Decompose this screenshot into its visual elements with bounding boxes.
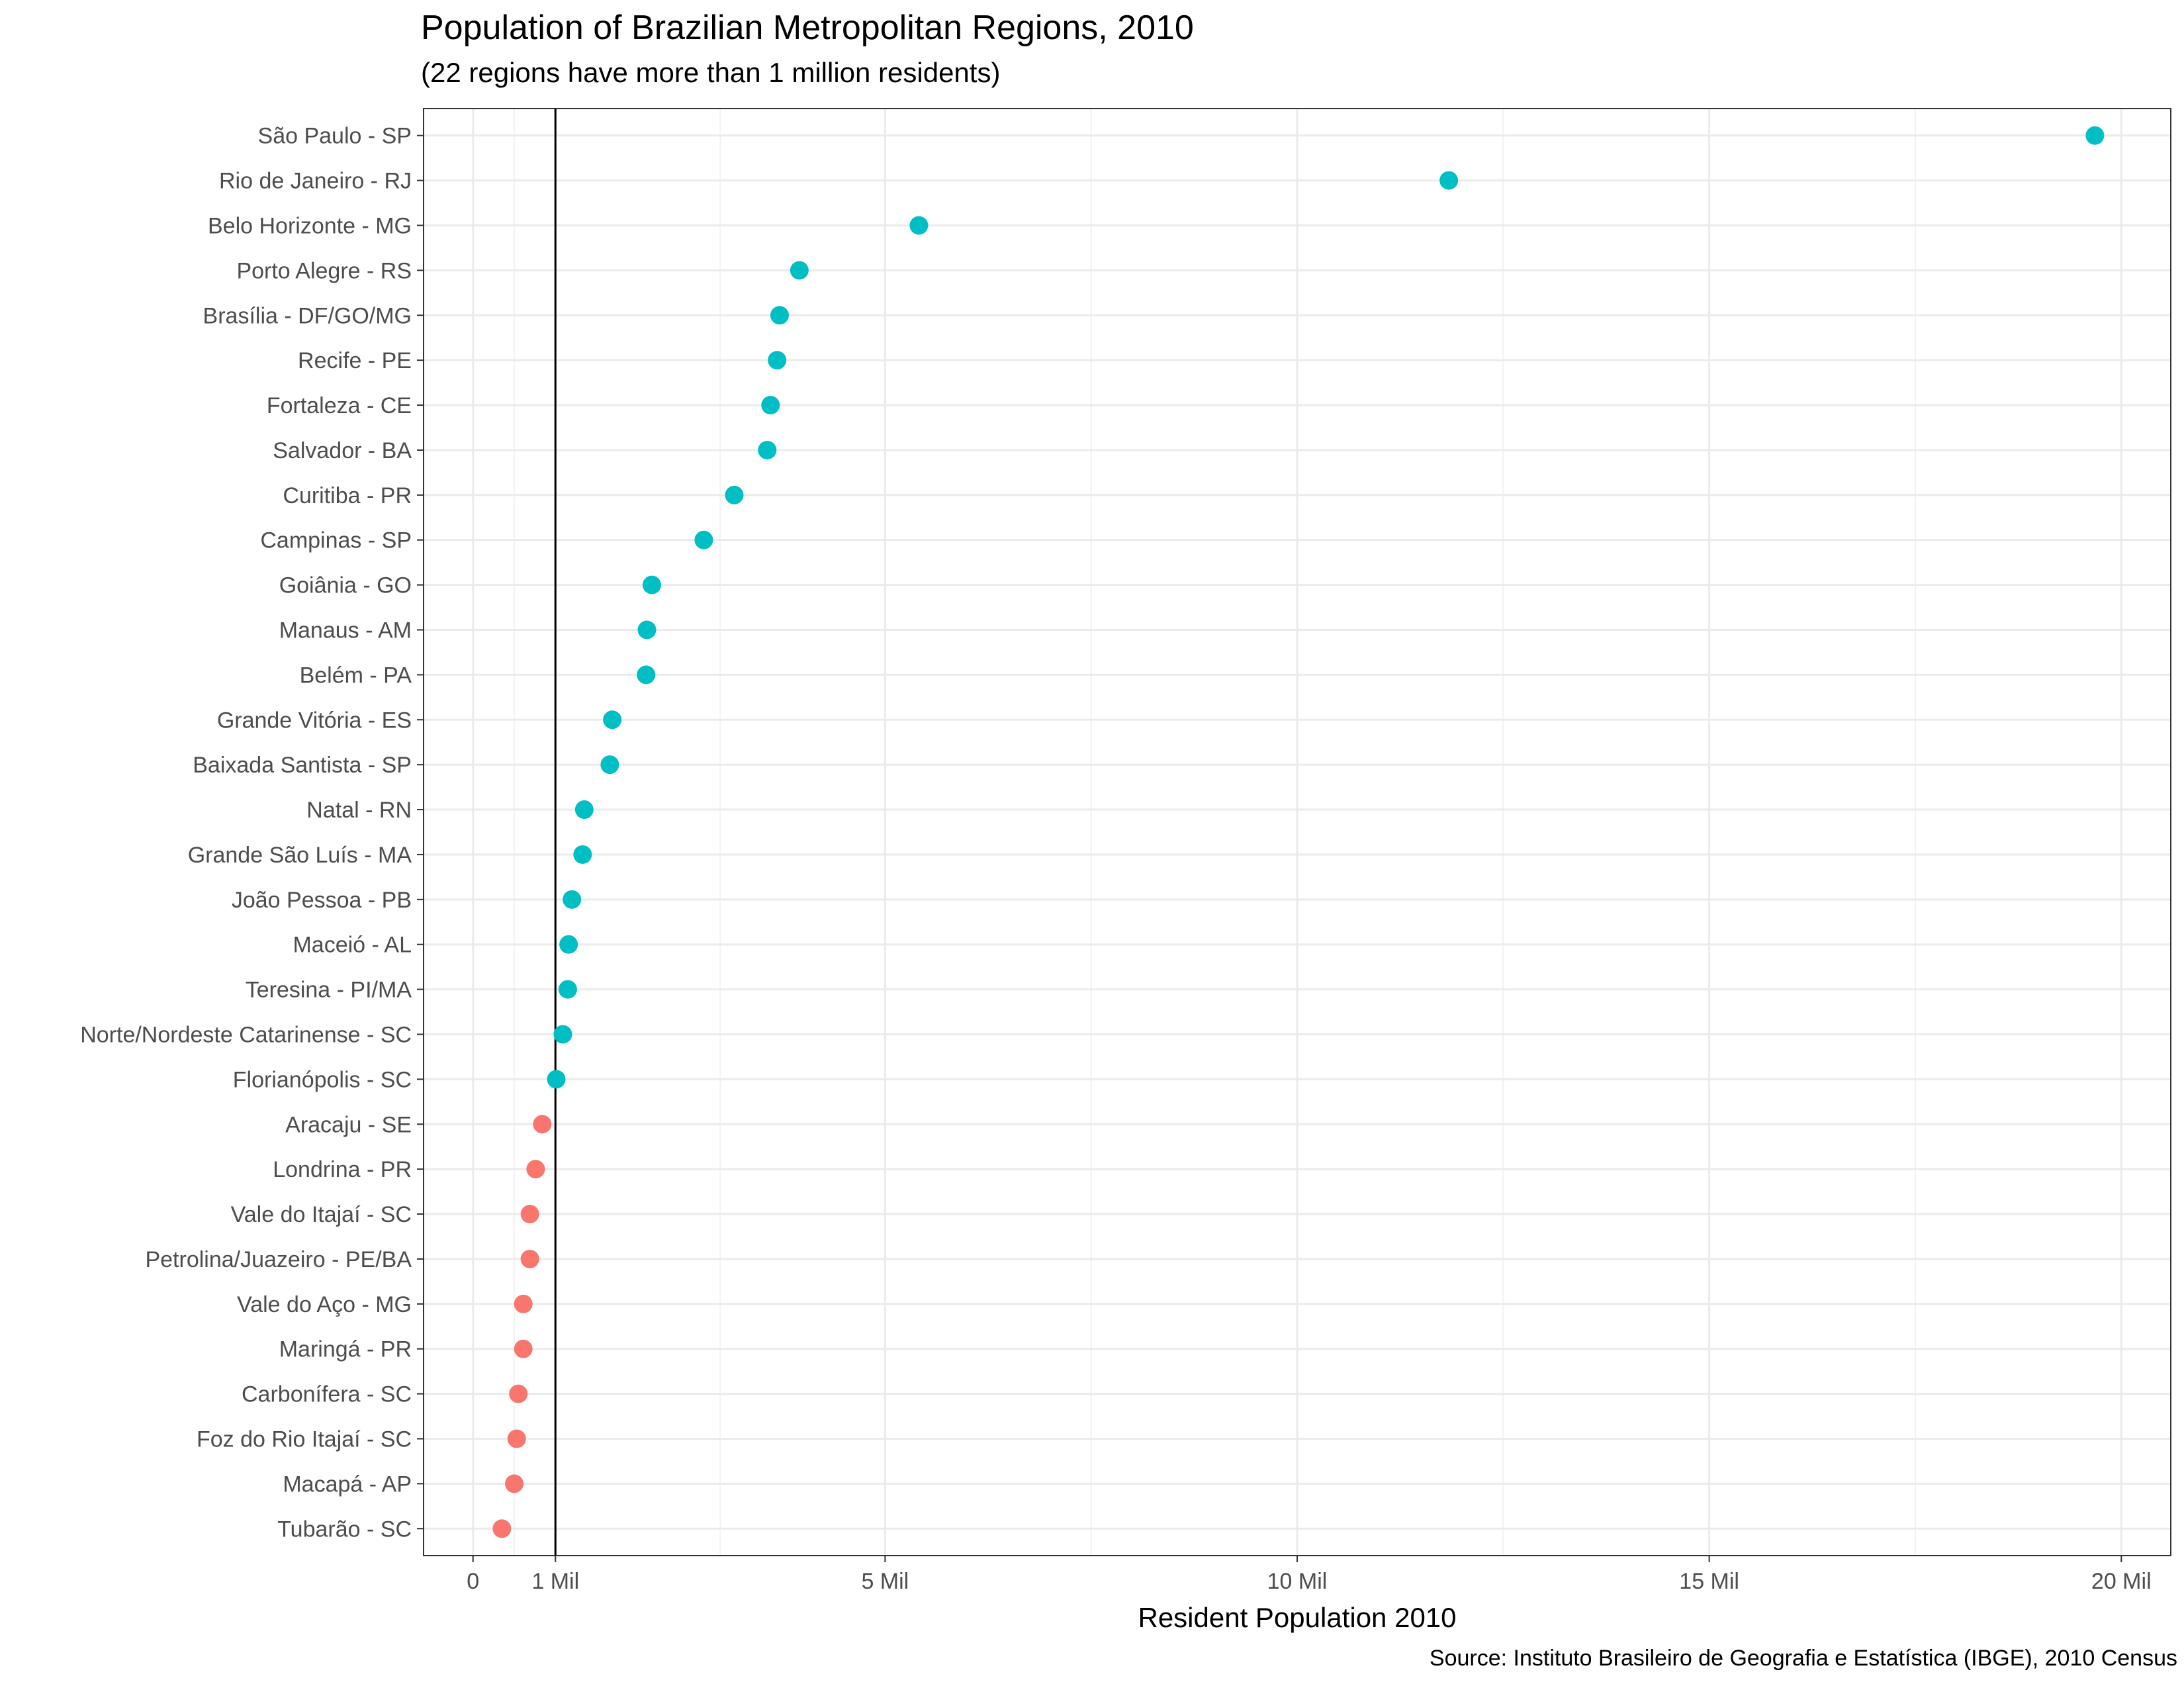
y-axis-ticks: São Paulo - SP Rio de Janeiro - RJ Belo Ho… [80, 124, 424, 1542]
data-point [2085, 126, 2105, 145]
y-tick-label: Fortaleza - CE [267, 393, 412, 418]
y-tick-label: Tubarão - SC [277, 1517, 412, 1542]
data-point [514, 1339, 533, 1358]
y-tick-label: Macapá - AP [283, 1472, 412, 1497]
y-tick-label: Maringá - PR [279, 1337, 412, 1362]
data-point [514, 1294, 533, 1313]
y-tick-label: Norte/Nordeste Catarinense - SC [80, 1022, 412, 1047]
y-tick-label: Aracaju - SE [285, 1112, 412, 1137]
data-point [637, 665, 656, 684]
data-point [504, 1474, 523, 1493]
y-tick-label: Manaus - AM [279, 618, 412, 643]
x-axis-title: Resident Population 2010 [1138, 1602, 1456, 1633]
y-tick-label: Teresina - PI/MA [246, 978, 412, 1003]
data-point [790, 261, 809, 280]
data-point [509, 1384, 528, 1403]
data-point [725, 485, 744, 504]
y-tick-label: Petrolina/Juazeiro - PE/BA [145, 1247, 412, 1272]
chart-subtitle: (22 regions have more than 1 million res… [421, 57, 1001, 88]
data-point [547, 1070, 566, 1089]
y-tick-label: Maceió - AL [293, 933, 412, 958]
y-tick-label: Recife - PE [298, 348, 412, 373]
y-tick-label: São Paulo - SP [258, 124, 412, 149]
data-point [694, 530, 713, 549]
data-point [642, 575, 661, 594]
x-tick-label: 20 Mil [2091, 1569, 2152, 1594]
x-tick-label: 0 [467, 1569, 479, 1594]
data-point [492, 1519, 512, 1538]
y-tick-label: João Pessoa - PB [232, 888, 412, 913]
x-tick-label: 1 Mil [531, 1569, 579, 1594]
y-tick-label: Porto Alegre - RS [236, 258, 412, 283]
data-point [573, 845, 592, 864]
x-axis-ticks: 0 1 Mil 5 Mil 10 Mil 15 Mil 20 Mil [467, 1556, 2152, 1594]
data-point [600, 755, 619, 774]
chart-caption: Source: Instituto Brasileiro de Geografi… [1429, 1646, 2177, 1671]
data-point [770, 306, 789, 325]
y-tick-label: Salvador - BA [273, 438, 412, 463]
data-point [553, 1025, 572, 1044]
y-tick-label: Grande São Luís - MA [188, 843, 412, 868]
y-tick-label: Campinas - SP [260, 528, 412, 553]
data-point [520, 1249, 539, 1268]
y-tick-label: Vale do Itajaí - SC [231, 1202, 412, 1227]
y-tick-label: Curitiba - PR [283, 483, 412, 508]
data-point [559, 935, 578, 954]
y-tick-label: Vale do Aço - MG [237, 1292, 412, 1317]
y-tick-label: Grande Vitória - ES [217, 708, 412, 733]
y-tick-label: Rio de Janeiro - RJ [219, 169, 412, 194]
y-tick-label: Belo Horizonte - MG [208, 214, 412, 239]
data-point [768, 351, 787, 370]
y-tick-label: Foz do Rio Itajaí - SC [197, 1427, 412, 1452]
data-point [637, 620, 657, 639]
y-tick-label: Carbonífera - SC [242, 1382, 412, 1407]
x-tick-label: 15 Mil [1679, 1569, 1739, 1594]
y-tick-label: Belém - PA [300, 663, 412, 688]
data-point [563, 890, 582, 909]
chart-title: Population of Brazilian Metropolitan Reg… [421, 9, 1194, 47]
x-tick-label: 5 Mil [861, 1569, 909, 1594]
y-tick-label: Goiânia - GO [279, 573, 412, 598]
data-point [520, 1205, 539, 1224]
y-tick-label: Florianópolis - SC [233, 1067, 412, 1092]
y-tick-label: Natal - RN [306, 798, 412, 823]
points-layer [492, 126, 2105, 1538]
data-point [761, 396, 780, 415]
data-point [1439, 171, 1459, 190]
data-point [507, 1429, 526, 1448]
data-point [574, 800, 594, 820]
data-point [526, 1160, 545, 1179]
x-tick-label: 10 Mil [1267, 1569, 1328, 1594]
data-point [558, 980, 577, 999]
data-point [758, 440, 777, 459]
data-point [533, 1115, 552, 1134]
y-tick-label: Brasília - DF/GO/MG [203, 303, 412, 328]
y-tick-label: Londrina - PR [273, 1157, 412, 1182]
data-point [909, 216, 929, 235]
y-tick-label: Baixada Santista - SP [193, 753, 412, 778]
grid-layer [424, 109, 2171, 1556]
data-point [603, 710, 622, 729]
